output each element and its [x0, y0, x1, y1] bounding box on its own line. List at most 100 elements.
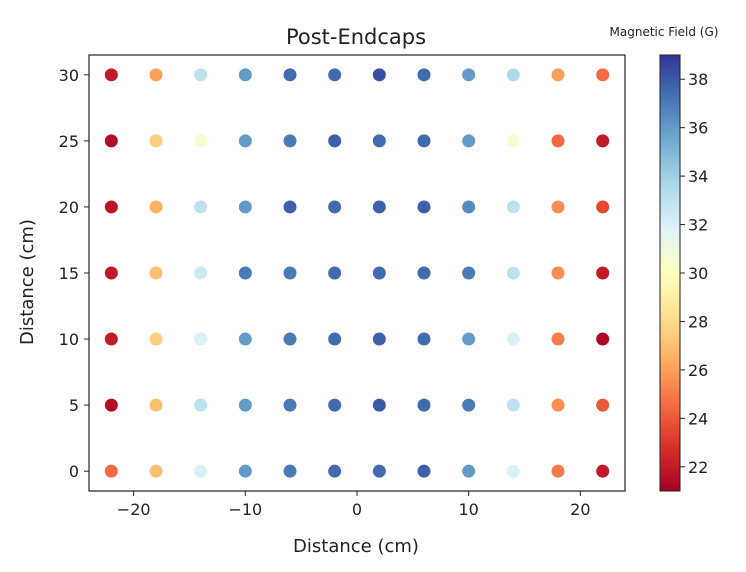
data-point	[417, 398, 431, 412]
data-point	[462, 266, 476, 280]
data-point	[104, 398, 118, 412]
y-axis: 0 5 10 15 20 25 30	[59, 66, 89, 481]
data-point	[104, 200, 118, 214]
data-points	[104, 68, 610, 478]
data-point	[506, 134, 520, 148]
colorbar	[659, 54, 681, 492]
data-point	[328, 200, 342, 214]
data-point	[596, 68, 610, 82]
data-point	[283, 266, 297, 280]
data-point	[104, 266, 118, 280]
data-point	[551, 266, 565, 280]
data-point	[417, 68, 431, 82]
data-point	[417, 134, 431, 148]
colorbar-tick-label: 30	[688, 264, 708, 283]
data-point	[283, 200, 297, 214]
data-point	[149, 200, 163, 214]
data-point	[149, 464, 163, 478]
data-point	[283, 134, 297, 148]
y-tick-label: 25	[59, 132, 79, 151]
data-point	[328, 332, 342, 346]
data-point	[149, 134, 163, 148]
data-point	[194, 266, 208, 280]
data-point	[194, 68, 208, 82]
data-point	[506, 68, 520, 82]
y-tick-label: 5	[69, 396, 79, 415]
x-tick-label: 0	[352, 500, 362, 519]
data-point	[283, 464, 297, 478]
data-point	[551, 134, 565, 148]
data-point	[283, 68, 297, 82]
data-point	[149, 266, 163, 280]
data-point	[328, 134, 342, 148]
data-point	[149, 68, 163, 82]
data-point	[149, 332, 163, 346]
colorbar-tick-label: 24	[688, 409, 708, 428]
data-point	[283, 398, 297, 412]
data-point	[596, 266, 610, 280]
data-point	[238, 464, 252, 478]
data-point	[372, 200, 386, 214]
x-tick-label: 20	[570, 500, 590, 519]
data-point	[328, 464, 342, 478]
colorbar-label: Magnetic Field (G)	[610, 25, 719, 39]
data-point	[194, 398, 208, 412]
data-point	[372, 134, 386, 148]
data-point	[194, 464, 208, 478]
data-point	[238, 68, 252, 82]
data-point	[506, 332, 520, 346]
data-point	[551, 398, 565, 412]
x-tick-label: −20	[117, 500, 151, 519]
data-point	[506, 464, 520, 478]
colorbar-tick-label: 22	[688, 458, 708, 477]
data-point	[596, 134, 610, 148]
data-point	[551, 332, 565, 346]
data-point	[596, 332, 610, 346]
y-tick-label: 10	[59, 330, 79, 349]
data-point	[104, 68, 118, 82]
data-point	[462, 464, 476, 478]
data-point	[417, 266, 431, 280]
colorbar-tick-label: 38	[688, 70, 708, 89]
data-point	[462, 134, 476, 148]
data-point	[238, 134, 252, 148]
data-point	[372, 464, 386, 478]
x-tick-label: 10	[458, 500, 478, 519]
x-axis: −20 −10 0 10 20	[117, 491, 591, 519]
data-point	[462, 200, 476, 214]
data-point	[417, 332, 431, 346]
data-point	[104, 134, 118, 148]
y-tick-label: 15	[59, 264, 79, 283]
data-point	[372, 68, 386, 82]
colorbar-tick-label: 28	[688, 312, 708, 331]
colorbar-axis: 22 24 26 28 30 32 34 36 38	[680, 70, 708, 477]
data-point	[506, 398, 520, 412]
data-point	[551, 464, 565, 478]
data-point	[551, 200, 565, 214]
data-point	[104, 332, 118, 346]
data-point	[194, 200, 208, 214]
plot-frame	[88, 54, 626, 492]
data-point	[596, 398, 610, 412]
data-point	[328, 398, 342, 412]
data-point	[283, 332, 297, 346]
x-axis-label: Distance (cm)	[293, 536, 419, 557]
data-point	[194, 332, 208, 346]
data-point	[596, 200, 610, 214]
data-point	[238, 200, 252, 214]
data-point	[506, 266, 520, 280]
data-point	[104, 464, 118, 478]
data-point	[149, 398, 163, 412]
data-point	[328, 68, 342, 82]
data-point	[596, 464, 610, 478]
data-point	[462, 332, 476, 346]
data-point	[238, 398, 252, 412]
data-point	[372, 332, 386, 346]
data-point	[328, 266, 342, 280]
data-point	[417, 200, 431, 214]
data-point	[238, 332, 252, 346]
x-tick-label: −10	[228, 500, 262, 519]
y-tick-label: 20	[59, 198, 79, 217]
data-point	[238, 266, 252, 280]
